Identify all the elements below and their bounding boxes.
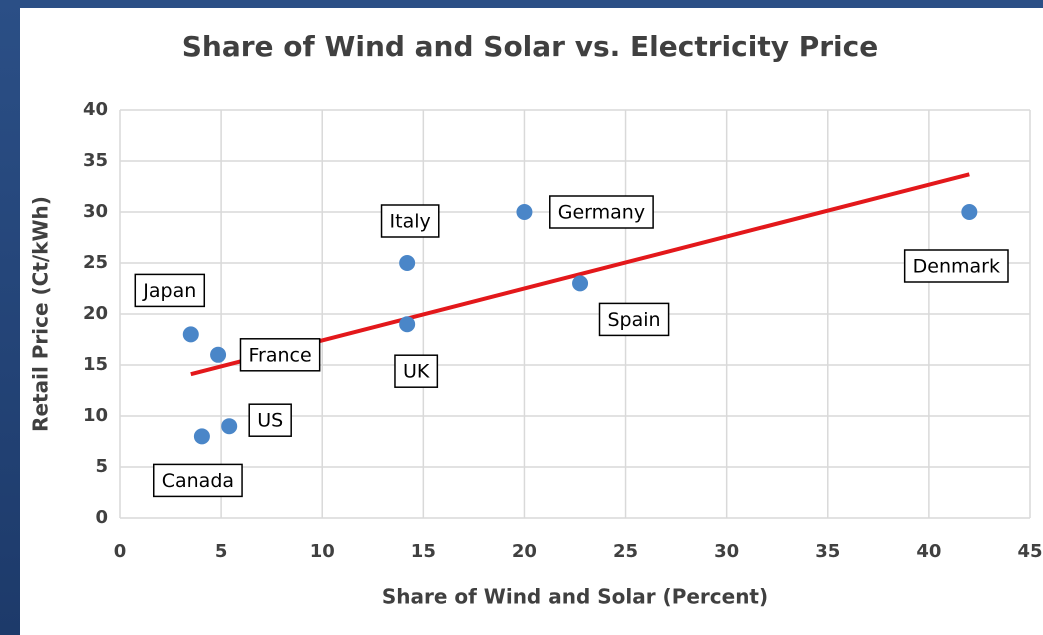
panel: [20, 8, 1043, 635]
point-label: France: [248, 344, 311, 366]
point-label: Denmark: [913, 256, 1000, 278]
point-label: UK: [403, 361, 430, 383]
x-tick-label: 20: [512, 541, 537, 562]
label-box: [380, 204, 440, 238]
point-label: Spain: [608, 309, 661, 331]
y-tick-label: 15: [83, 354, 108, 375]
label-box: [394, 354, 439, 388]
x-tick-label: 30: [714, 541, 739, 562]
point: [961, 204, 978, 220]
label-box: [598, 302, 670, 337]
point-label: Germany: [558, 202, 645, 224]
x-axis-label: Share of Wind and Solar (Percent): [382, 585, 768, 609]
y-tick-label: 35: [83, 150, 108, 171]
point: [572, 275, 589, 292]
point-label: Japan: [142, 280, 196, 302]
trendline: [190, 172, 970, 377]
y-tick-label: 25: [83, 252, 108, 273]
label-box: [903, 249, 1009, 283]
label-box: [134, 273, 206, 308]
x-tick-label: 10: [310, 541, 335, 562]
y-axis-label: Retail Price (Ct/kWh): [29, 196, 53, 432]
x-tick-label: 15: [411, 541, 436, 562]
point: [210, 346, 227, 363]
y-tick-label: 20: [83, 303, 108, 324]
point: [399, 316, 416, 333]
label-box: [248, 403, 292, 437]
y-tick-label: 5: [95, 456, 108, 477]
label-box: [549, 195, 654, 229]
point-label: Canada: [162, 470, 234, 492]
point: [193, 428, 210, 445]
label-box: [239, 338, 321, 372]
chart-title: Share of Wind and Solar vs. Electricity …: [182, 30, 879, 63]
x-tick-label: 40: [916, 541, 941, 562]
x-tick-label: 35: [815, 541, 840, 562]
x-tick-label: 0: [114, 541, 127, 562]
label-box: [152, 463, 243, 498]
y-tick-label: 0: [95, 507, 108, 528]
x-tick-label: 5: [215, 541, 228, 562]
x-tick-label: 45: [1017, 541, 1042, 562]
point: [221, 418, 238, 435]
y-tick-label: 10: [83, 405, 108, 426]
y-tick-label: 30: [83, 201, 108, 222]
x-tick-label: 25: [613, 541, 638, 562]
point-label: Italy: [390, 211, 431, 233]
point: [182, 326, 199, 343]
point: [399, 255, 416, 271]
y-tick-label: 40: [83, 99, 108, 120]
point: [516, 204, 533, 220]
point-label: US: [257, 410, 283, 432]
